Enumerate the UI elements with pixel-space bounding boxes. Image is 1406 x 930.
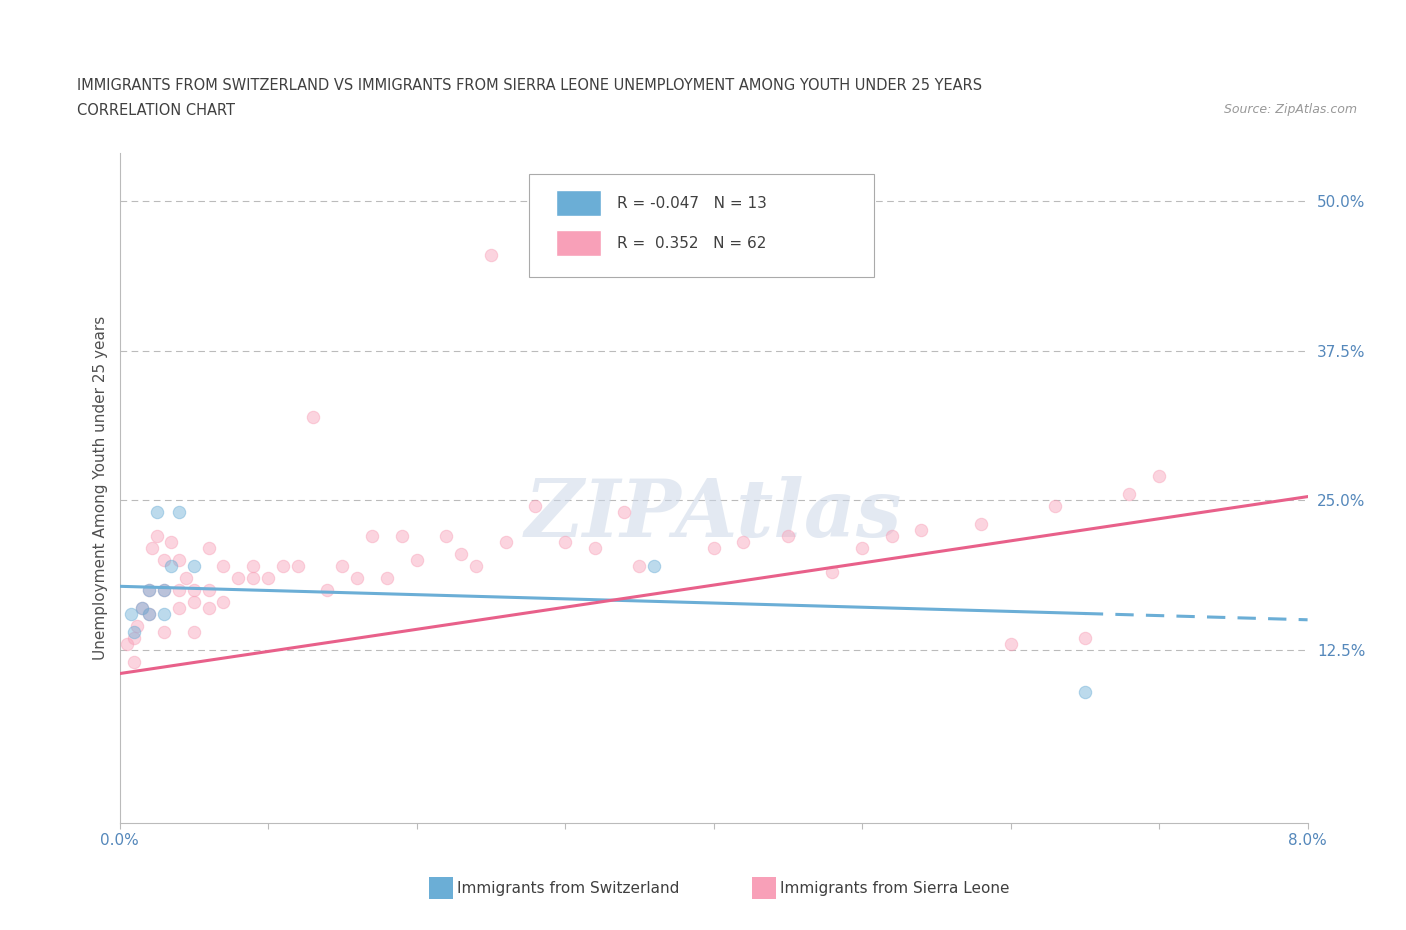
Point [197,540,219,555]
Text: Immigrants from Sierra Leone: Immigrants from Sierra Leone [780,881,1010,896]
Point [124,624,146,639]
Point [554,535,576,550]
Point [524,498,547,513]
Point [242,570,264,585]
Point [479,247,502,262]
Point [167,582,190,597]
Point [145,528,167,543]
Point [197,582,219,597]
Point [120,606,142,621]
Point [391,528,413,543]
FancyBboxPatch shape [530,174,875,277]
Text: R =  0.352   N = 62: R = 0.352 N = 62 [617,236,766,251]
Point [375,570,398,585]
FancyBboxPatch shape [555,231,600,256]
Text: R = -0.047   N = 13: R = -0.047 N = 13 [617,196,768,211]
Point [153,606,176,621]
Point [212,594,235,609]
Point [1074,631,1097,645]
Point [821,565,844,579]
Point [776,528,799,543]
Point [1043,498,1066,513]
Point [242,559,264,574]
Point [301,409,323,424]
Point [643,559,665,574]
Point [131,601,153,616]
Point [464,559,488,574]
Point [127,618,149,633]
Text: IMMIGRANTS FROM SWITZERLAND VS IMMIGRANTS FROM SIERRA LEONE UNEMPLOYMENT AMONG Y: IMMIGRANTS FROM SWITZERLAND VS IMMIGRANT… [77,78,983,93]
Point [450,547,472,562]
Point [153,582,176,597]
Point [287,559,309,574]
Point [153,624,176,639]
Point [434,528,457,543]
Point [167,601,190,616]
Y-axis label: Unemployment Among Youth under 25 years: Unemployment Among Youth under 25 years [93,316,108,660]
Point [851,540,873,555]
Point [613,505,636,520]
Point [1000,636,1022,651]
Point [183,559,205,574]
Point [153,552,176,567]
Point [702,540,725,555]
Point [131,601,153,616]
Point [197,601,219,616]
Point [733,535,755,550]
Point [910,523,932,538]
Point [330,559,353,574]
Point [316,582,339,597]
Point [583,540,606,555]
Point [138,606,160,621]
Point [141,540,163,555]
Text: CORRELATION CHART: CORRELATION CHART [77,103,235,118]
Point [145,505,167,520]
Point [1118,486,1140,501]
Point [138,582,160,597]
FancyBboxPatch shape [555,191,600,216]
Point [167,505,190,520]
Point [183,594,205,609]
Point [153,582,176,597]
Point [160,559,183,574]
Point [228,570,250,585]
Point [970,517,993,532]
Point [115,636,138,651]
Point [1147,469,1170,484]
Point [405,552,427,567]
Text: Immigrants from Switzerland: Immigrants from Switzerland [457,881,679,896]
Point [361,528,384,543]
Point [183,624,205,639]
Text: ZIPAtlas: ZIPAtlas [524,476,903,553]
Point [183,582,205,597]
Point [257,570,280,585]
Point [1074,684,1097,699]
Point [176,570,198,585]
Point [495,535,517,550]
Point [138,606,160,621]
Point [346,570,368,585]
Point [138,582,160,597]
Point [212,559,235,574]
Text: Source: ZipAtlas.com: Source: ZipAtlas.com [1223,103,1357,116]
Point [271,559,294,574]
Point [880,528,903,543]
Point [124,654,146,669]
Point [167,552,190,567]
Point [124,631,146,645]
Point [628,559,651,574]
Point [160,535,183,550]
